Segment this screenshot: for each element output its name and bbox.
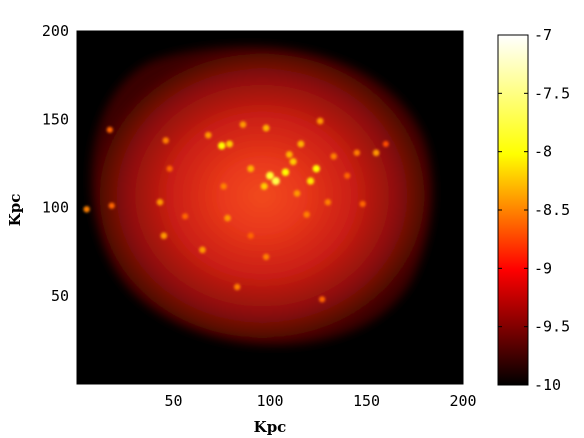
x-tick-label: 200 (449, 392, 476, 410)
bright-source (297, 140, 305, 148)
colorbar-tick-label: -8 (534, 143, 552, 161)
bright-source (316, 117, 324, 125)
y-tick-label: 100 (42, 199, 69, 217)
bright-source (271, 176, 280, 186)
bright-source (330, 153, 337, 160)
bright-source (285, 151, 293, 158)
colorbar-tick-label: -9.5 (534, 318, 570, 336)
bright-source (160, 232, 168, 240)
y-tick-label: 50 (51, 287, 69, 305)
x-axis-label: Kpc (254, 418, 287, 436)
bright-source (262, 124, 270, 132)
bright-source (312, 164, 321, 173)
y-axis-label: Kpc (6, 194, 24, 227)
bright-source (225, 140, 233, 148)
bright-source (218, 141, 226, 150)
colorbar-tick-label: -8.5 (534, 201, 570, 219)
bright-source (233, 283, 241, 291)
x-tick-label: 100 (256, 392, 283, 410)
bright-source (247, 232, 254, 239)
colorbar-gradient (497, 34, 529, 386)
bright-source (324, 199, 332, 206)
heatmap-plot (76, 30, 464, 385)
bright-source (281, 168, 290, 176)
colorbar: -7 -7.5 -8 -8.5 -9 -9.5 -10 (497, 26, 570, 394)
y-tick-label: 150 (42, 110, 69, 128)
bright-source (353, 149, 361, 156)
bright-source (156, 198, 164, 206)
y-tick-label: 200 (42, 22, 69, 40)
bright-source (306, 177, 315, 185)
bright-source (204, 131, 212, 139)
bright-source (166, 165, 173, 172)
x-tick-label: 150 (353, 392, 380, 410)
bright-source (199, 246, 206, 254)
colorbar-tick-label: -7 (534, 26, 552, 44)
bright-source (303, 211, 310, 218)
colorbar-tick-label: -10 (534, 376, 561, 394)
diffuse-emission-region (91, 46, 433, 345)
colorbar-ticks: -7 -7.5 -8 -8.5 -9 -9.5 -10 (498, 26, 570, 394)
bright-source (247, 165, 255, 173)
bright-source (260, 182, 268, 190)
bright-source (224, 214, 231, 222)
bright-source (181, 213, 189, 220)
bright-source (220, 183, 227, 190)
bright-source (372, 149, 380, 157)
bright-source (266, 171, 274, 180)
y-axis: 50 100 150 200 (42, 22, 82, 305)
bright-sources (83, 117, 389, 303)
bright-source (162, 137, 169, 144)
bright-source (108, 202, 115, 209)
bright-source (293, 190, 301, 197)
bright-source (382, 140, 389, 147)
colorbar-tick-label: -9 (534, 259, 552, 277)
bright-source (262, 253, 270, 261)
bright-source (289, 158, 297, 166)
colorbar-tick-label: -7.5 (534, 84, 570, 102)
x-tick-label: 50 (164, 392, 182, 410)
bright-source (239, 121, 247, 128)
bright-source (359, 200, 366, 208)
bright-source (344, 172, 351, 179)
bright-source (106, 126, 113, 133)
bright-source (83, 206, 90, 213)
x-axis: 50 100 150 200 (164, 379, 477, 410)
bright-source (319, 296, 326, 303)
